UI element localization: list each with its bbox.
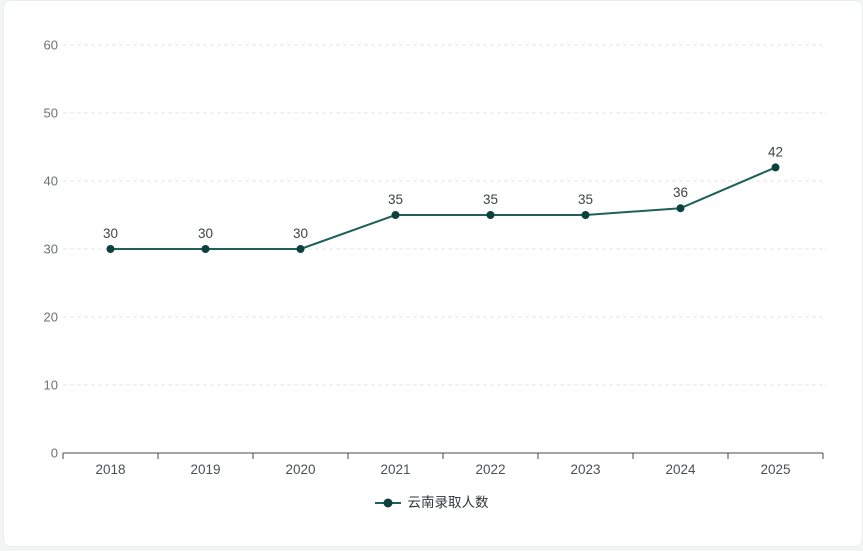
data-point bbox=[201, 245, 210, 253]
x-axis-tick-label: 2019 bbox=[190, 462, 220, 477]
chart-card bbox=[3, 0, 863, 547]
data-point bbox=[296, 245, 305, 253]
x-axis-tick-label: 2024 bbox=[665, 462, 696, 477]
y-axis-tick-label: 0 bbox=[51, 446, 58, 461]
y-axis-tick-label: 60 bbox=[44, 38, 58, 53]
data-point-label: 36 bbox=[673, 185, 688, 200]
y-axis-tick-label: 10 bbox=[44, 378, 58, 393]
y-axis-tick-label: 50 bbox=[44, 106, 58, 121]
data-point-label: 35 bbox=[388, 192, 403, 207]
data-point-label: 42 bbox=[768, 144, 783, 159]
data-point-label: 35 bbox=[578, 192, 593, 207]
data-point bbox=[486, 211, 495, 219]
data-point bbox=[676, 204, 685, 213]
x-axis-tick-label: 2020 bbox=[285, 462, 315, 477]
data-point bbox=[106, 245, 115, 253]
data-point-label: 30 bbox=[103, 226, 118, 241]
legend-label: 云南录取人数 bbox=[407, 495, 489, 510]
y-axis-tick-label: 40 bbox=[44, 174, 58, 189]
y-axis-tick-label: 20 bbox=[44, 310, 58, 325]
data-point bbox=[391, 211, 400, 219]
data-point bbox=[581, 211, 590, 219]
series-line bbox=[109, 166, 777, 250]
legend: 云南录取人数 bbox=[0, 496, 863, 510]
data-point-label: 35 bbox=[483, 192, 498, 207]
y-axis-tick-label: 30 bbox=[44, 242, 58, 257]
x-axis-tick-label: 2025 bbox=[760, 462, 790, 477]
x-axis-tick-label: 2023 bbox=[570, 462, 600, 477]
data-point-label: 30 bbox=[198, 226, 213, 241]
data-point-label: 30 bbox=[293, 226, 308, 241]
legend-item[interactable]: 云南录取人数 bbox=[374, 495, 489, 510]
legend-marker-icon bbox=[374, 498, 401, 508]
data-point bbox=[771, 163, 780, 172]
x-axis-tick-label: 2021 bbox=[380, 462, 410, 477]
x-axis-tick-label: 2022 bbox=[475, 462, 505, 477]
x-axis-tick-label: 2018 bbox=[95, 462, 125, 477]
